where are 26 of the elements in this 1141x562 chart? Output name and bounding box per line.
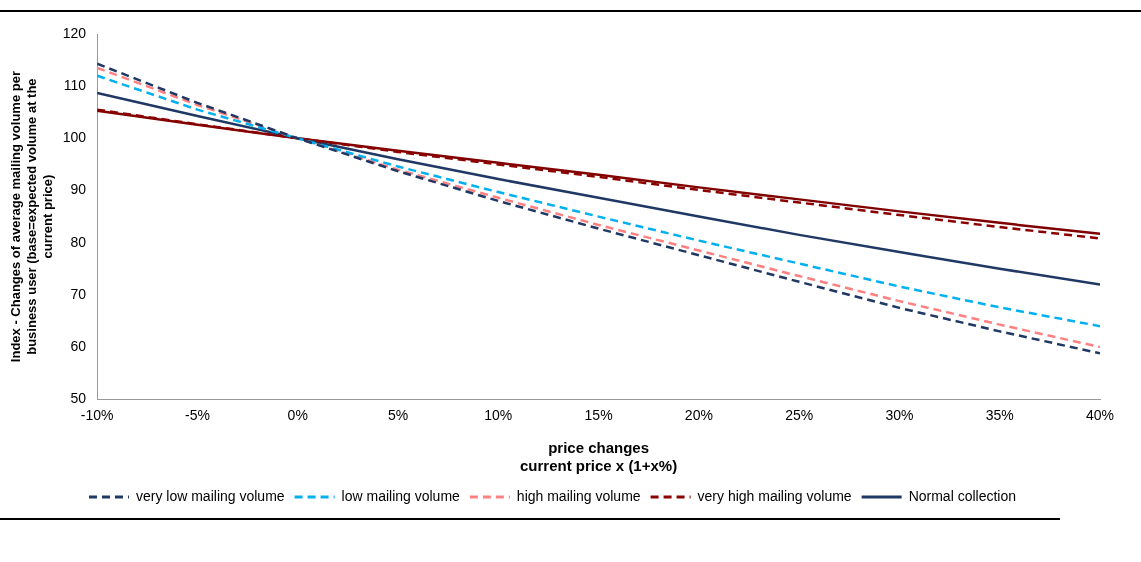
y-tick-label: 120 xyxy=(62,24,87,41)
x-tick-label: 30% xyxy=(885,407,914,424)
legend-label: low mailing volume xyxy=(341,487,461,504)
x-tick-label: -10% xyxy=(80,407,114,424)
x-tick-label: 10% xyxy=(484,407,513,424)
x-axis-title: price changes current price x (1+x%) xyxy=(520,439,678,475)
y-tick-label: 60 xyxy=(70,337,87,354)
x-tick-label: 0% xyxy=(287,407,308,424)
y-tick-label: 70 xyxy=(70,285,87,302)
x-tick-label: 5% xyxy=(387,407,409,424)
legend-label: very high mailing volume xyxy=(697,487,852,504)
y-tick-label: 90 xyxy=(70,181,87,198)
legend-label: high mailing volume xyxy=(516,487,641,504)
x-tick-label: 20% xyxy=(684,407,713,424)
y-tick-label: 80 xyxy=(70,233,87,250)
x-tick-label: 25% xyxy=(785,407,814,424)
y-tick-label: 50 xyxy=(70,390,87,407)
y-tick-label: 110 xyxy=(63,77,87,94)
x-tick-label: 15% xyxy=(584,407,613,424)
y-axis-title: Index - Changes of average mailing volume per business user (base=expected volume at the current price) xyxy=(8,71,55,363)
x-tick-label: 35% xyxy=(985,407,1014,424)
legend-label: Normal collection xyxy=(908,487,1017,504)
x-tick-label: 40% xyxy=(1085,407,1115,424)
x-tick-label: -5% xyxy=(184,407,210,424)
legend-label: very low mailing volume xyxy=(135,487,285,504)
y-tick-label: 100 xyxy=(62,129,87,146)
